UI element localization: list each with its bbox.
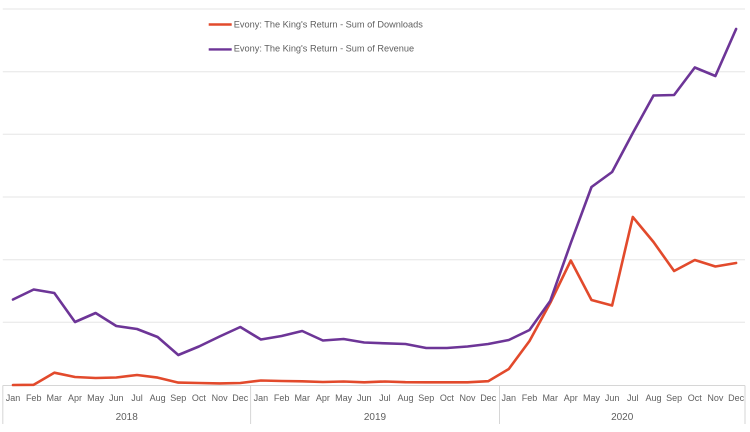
svg-text:May: May	[87, 393, 105, 403]
svg-text:Feb: Feb	[522, 393, 538, 403]
svg-text:Jun: Jun	[109, 393, 124, 403]
svg-text:Jan: Jan	[6, 393, 21, 403]
svg-text:Jul: Jul	[131, 393, 143, 403]
svg-text:Sep: Sep	[666, 393, 682, 403]
svg-text:Feb: Feb	[26, 393, 42, 403]
svg-text:Feb: Feb	[274, 393, 290, 403]
svg-text:Evony: The King's Return - Sum: Evony: The King's Return - Sum of Revenu…	[234, 44, 414, 54]
svg-text:Apr: Apr	[316, 393, 330, 403]
svg-text:Aug: Aug	[645, 393, 661, 403]
svg-text:Dec: Dec	[480, 393, 497, 403]
svg-text:Aug: Aug	[150, 393, 166, 403]
svg-text:Nov: Nov	[459, 393, 476, 403]
svg-text:Jun: Jun	[605, 393, 620, 403]
svg-text:May: May	[583, 393, 601, 403]
svg-text:Mar: Mar	[294, 393, 310, 403]
svg-text:Jul: Jul	[627, 393, 639, 403]
svg-text:Apr: Apr	[68, 393, 82, 403]
svg-text:Apr: Apr	[564, 393, 578, 403]
svg-text:Oct: Oct	[440, 393, 455, 403]
svg-text:Jan: Jan	[502, 393, 517, 403]
svg-text:Jan: Jan	[254, 393, 269, 403]
svg-text:Dec: Dec	[728, 393, 745, 403]
svg-text:2020: 2020	[611, 412, 634, 423]
svg-text:2018: 2018	[116, 412, 139, 423]
svg-text:Aug: Aug	[397, 393, 413, 403]
svg-text:Sep: Sep	[418, 393, 434, 403]
svg-text:Nov: Nov	[707, 393, 724, 403]
svg-text:Jul: Jul	[379, 393, 391, 403]
svg-text:Oct: Oct	[192, 393, 207, 403]
svg-text:2019: 2019	[364, 412, 387, 423]
svg-text:Jun: Jun	[357, 393, 372, 403]
svg-text:Dec: Dec	[232, 393, 249, 403]
svg-text:Mar: Mar	[47, 393, 63, 403]
svg-text:Evony: The King's Return - Sum: Evony: The King's Return - Sum of Downlo…	[234, 20, 423, 30]
svg-text:Oct: Oct	[688, 393, 703, 403]
svg-text:Sep: Sep	[170, 393, 186, 403]
svg-text:Mar: Mar	[542, 393, 558, 403]
svg-text:May: May	[335, 393, 353, 403]
svg-text:Nov: Nov	[212, 393, 229, 403]
